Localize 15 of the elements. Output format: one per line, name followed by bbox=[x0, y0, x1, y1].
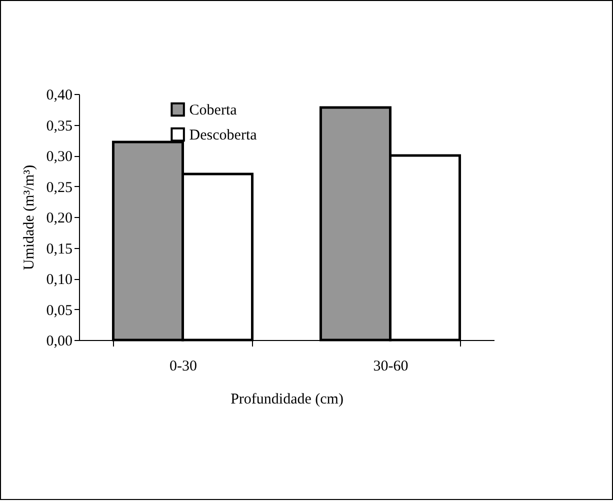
y-axis-title: Umidade (m³/m³) bbox=[21, 164, 38, 270]
y-tick-label: 0,25 bbox=[46, 180, 72, 196]
legend-label: Coberta bbox=[189, 102, 238, 118]
legend-label: Descoberta bbox=[189, 128, 258, 144]
x-tick-label: 30-60 bbox=[373, 358, 408, 374]
y-tick-label: 0,20 bbox=[46, 210, 72, 226]
y-tick-label: 0,15 bbox=[46, 241, 72, 258]
y-tick-label: 0,05 bbox=[46, 302, 72, 319]
x-tick-label: 0-30 bbox=[170, 358, 197, 374]
y-tick-label: 0,35 bbox=[46, 118, 72, 134]
y-tick-label: 0,10 bbox=[46, 272, 72, 288]
x-axis-title: Profundidade (cm) bbox=[230, 392, 344, 408]
y-tick-label: 0,30 bbox=[46, 149, 72, 165]
y-tick-label: 0,40 bbox=[46, 88, 72, 104]
y-tick-label: 0,00 bbox=[46, 334, 72, 350]
